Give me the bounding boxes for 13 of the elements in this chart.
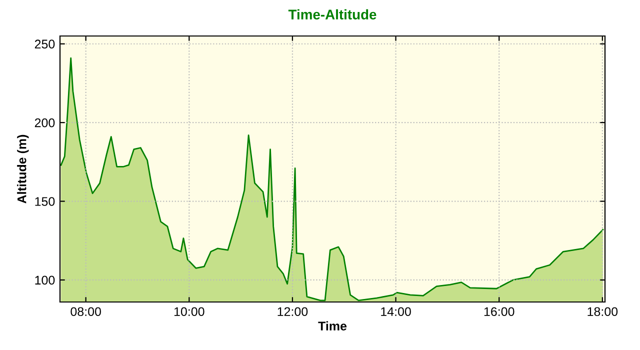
x-tick-label: 10:00 (174, 307, 204, 316)
y-tick-label: 150 (35, 197, 55, 206)
x-tick-label: 08:00 (70, 307, 101, 316)
x-tick-label: 16:00 (484, 307, 514, 316)
y-tick-label: 200 (34, 118, 55, 128)
x-axis-title: Time (318, 321, 347, 330)
chart-title: Time-Altitude (288, 9, 376, 20)
y-axis-title: Altitude (m) (17, 134, 29, 204)
x-tick-label: 14:00 (381, 307, 411, 316)
y-tick-label: 250 (34, 40, 55, 49)
y-tick-label: 100 (35, 276, 55, 285)
x-tick-label: 12:00 (278, 307, 308, 316)
x-tick-label: 18:00 (588, 307, 618, 316)
